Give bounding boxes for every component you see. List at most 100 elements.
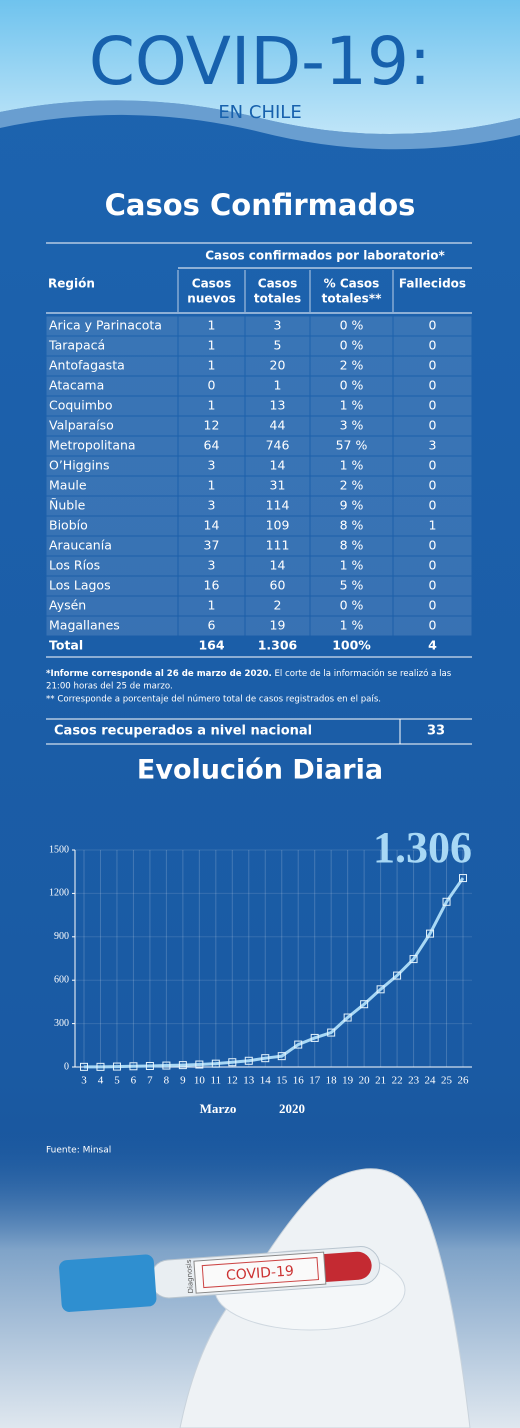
table-cell: 0 <box>429 498 437 513</box>
x-tick-label: 23 <box>408 1075 420 1087</box>
point-marker <box>459 874 467 883</box>
cell-background <box>46 416 178 436</box>
x-tick-label: 11 <box>211 1075 222 1087</box>
cell-background <box>46 576 178 596</box>
table-cell: Coquimbo <box>49 398 112 413</box>
header-wave <box>0 100 520 150</box>
cell-background <box>393 376 472 396</box>
chart-title: Evolución Diaria <box>137 755 383 786</box>
x-tick-label: 5 <box>114 1075 120 1087</box>
cell-background <box>310 576 393 596</box>
cell-background <box>46 396 178 416</box>
cell-background <box>245 596 310 616</box>
table-cell: 20 <box>270 358 286 373</box>
table-cell: 64 <box>204 438 220 453</box>
point-marker <box>211 1059 220 1068</box>
table-cell: 0 <box>208 378 216 393</box>
cell-background <box>245 436 310 456</box>
point-marker <box>310 1033 319 1042</box>
x-tick-label: 6 <box>131 1075 137 1087</box>
total-cell: Total <box>49 638 83 653</box>
x-tick-label: 16 <box>293 1075 305 1087</box>
cell-background <box>393 516 472 536</box>
cell-background <box>178 316 245 336</box>
table-cell: 31 <box>270 478 286 493</box>
cell-background <box>310 556 393 576</box>
cell-background <box>245 416 310 436</box>
cell-background <box>178 456 245 476</box>
table-cell: 2 % <box>340 478 364 493</box>
cell-background <box>245 336 310 356</box>
cell-background <box>310 376 393 396</box>
y-tick-label: 1500 <box>49 844 69 855</box>
x-axis-label: 2020 <box>279 1101 305 1116</box>
source: Fuente: Minsal <box>46 1146 111 1156</box>
table-cell: 1 % <box>340 458 364 473</box>
table-cell: 2 % <box>340 358 364 373</box>
table-cell: Magallanes <box>49 618 120 633</box>
cell-background <box>178 496 245 516</box>
cell-background <box>46 496 178 516</box>
table-cell: 3 <box>429 438 437 453</box>
point-marker <box>376 985 385 994</box>
table-cell: 114 <box>266 498 290 513</box>
cell-background <box>245 396 310 416</box>
table-cell: 37 <box>204 538 220 553</box>
table-cell: 0 % <box>340 598 364 613</box>
table-cell: 0 <box>429 338 437 353</box>
cell-background <box>245 456 310 476</box>
column-header: Región <box>48 277 95 291</box>
cell-background <box>46 436 178 456</box>
tube-brand: Diagnosis <box>185 1259 195 1294</box>
cell-background <box>393 616 472 636</box>
cell-background <box>393 476 472 496</box>
point-marker <box>442 897 451 906</box>
note-bold: *Informe corresponde al 26 de marzo de 2… <box>46 669 272 679</box>
table-cell: 6 <box>208 618 216 633</box>
table-cell: O’Higgins <box>49 458 109 473</box>
x-tick-label: 4 <box>98 1075 104 1087</box>
cell-background <box>245 556 310 576</box>
cell-background <box>178 476 245 496</box>
point-marker <box>409 955 418 964</box>
cell-background <box>178 396 245 416</box>
cell-background <box>46 456 178 476</box>
point-marker <box>80 1062 88 1071</box>
cell-background <box>46 356 178 376</box>
note: *Informe corresponde al 26 de marzo de 2… <box>46 668 452 679</box>
table-cell: Ñuble <box>49 498 86 513</box>
table-cell: 0 <box>429 558 437 573</box>
x-tick-label: 9 <box>180 1075 186 1087</box>
table-cell: 0 <box>429 618 437 633</box>
cell-background <box>178 576 245 596</box>
cell-background <box>46 556 178 576</box>
group-header: Casos confirmados por laboratorio* <box>205 249 445 263</box>
table-cell: 0 <box>429 458 437 473</box>
cell-background <box>178 416 245 436</box>
point-marker <box>228 1058 237 1067</box>
table-cell: 0 % <box>340 338 364 353</box>
point-marker <box>129 1062 138 1071</box>
column-header: Casos <box>258 277 297 291</box>
note-text: El corte de la información se realizó a … <box>272 668 452 679</box>
recovered-value: 33 <box>427 724 445 739</box>
tube-label: COVID-19 <box>226 1263 295 1284</box>
cell-background <box>310 336 393 356</box>
table-cell: 8 % <box>340 538 364 553</box>
table-cell: 109 <box>266 518 290 533</box>
cell-background <box>178 536 245 556</box>
cell-background <box>393 356 472 376</box>
y-tick-label: 600 <box>54 974 69 985</box>
point-marker <box>426 929 435 938</box>
column-header: Fallecidos <box>399 277 466 291</box>
table-cell: 16 <box>204 578 220 593</box>
table-cell: 9 % <box>340 498 364 513</box>
table-cell: 0 <box>429 318 437 333</box>
cell-background <box>46 536 178 556</box>
cell-background <box>178 516 245 536</box>
x-tick-label: 10 <box>194 1075 206 1087</box>
table-cell: Tarapacá <box>48 338 105 353</box>
table-cell: 0 <box>429 598 437 613</box>
table-cell: Valparaíso <box>49 418 114 433</box>
